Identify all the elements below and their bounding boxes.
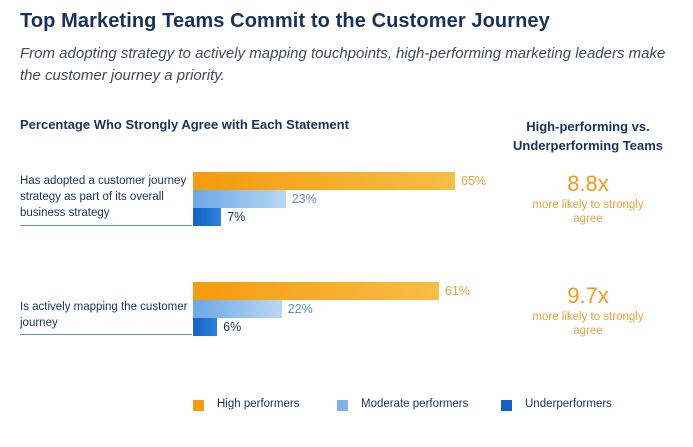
category-divider-1 [20,225,192,226]
value-label-moderate-1: 23% [291,192,317,206]
value-label-high-2: 61% [444,284,470,298]
legend-swatch-moderate [337,400,348,411]
value-label-high-1: 65% [461,174,487,188]
bar-high-performers-1 [193,172,455,190]
category-label-2: Is actively mapping the customer journey [20,301,188,329]
ratio-value-1: 8.8x [567,171,609,196]
page-subtitle: From adopting strategy to actively mappi… [20,45,666,84]
bar-underperformers-1 [193,208,222,226]
ratio-note-1: more likely to strongly agree [532,199,644,225]
legend-label-moderate: Moderate performers [361,398,469,410]
legend-swatch-under [501,400,512,411]
bar-high-performers-2 [193,282,439,300]
legend-swatch-high [193,400,204,411]
value-label-moderate-2: 22% [287,302,313,316]
value-label-under-1: 7% [227,210,246,224]
category-divider-2 [20,334,192,335]
ratio-note-2: more likely to strongly agree [532,311,644,337]
chart-title: Percentage Who Strongly Agree with Each … [20,117,349,132]
bar-moderate-performers-1 [193,190,286,208]
category-label-1: Has adopted a customer journey strategy … [20,175,187,219]
legend-label-under: Underperformers [525,398,612,410]
comparison-heading: High-performing vs. Underperforming Team… [512,119,663,153]
legend-label-high: High performers [217,398,300,410]
page-title: Top Marketing Teams Commit to the Custom… [20,10,550,32]
value-label-under-2: 6% [223,320,242,334]
ratio-value-2: 9.7x [567,283,609,308]
bar-moderate-performers-2 [193,300,282,318]
bar-underperformers-2 [193,318,218,336]
